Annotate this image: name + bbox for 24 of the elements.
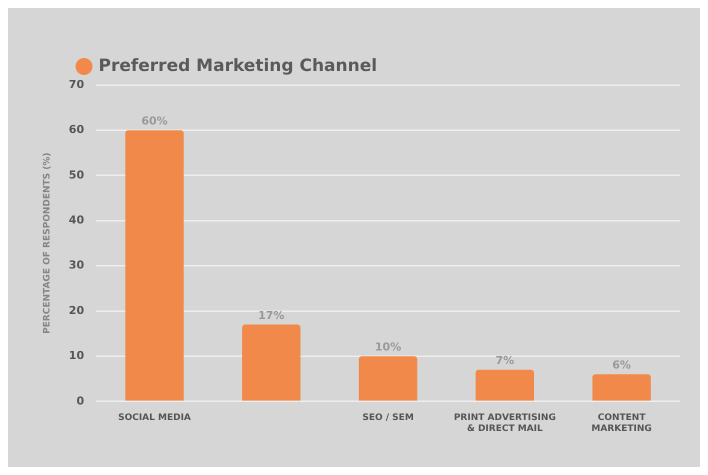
data-label: 60%	[141, 114, 168, 128]
y-tick-label: 70	[68, 78, 84, 91]
x-tick-label: SOCIAL MEDIA	[118, 413, 191, 424]
y-tick-label: 50	[68, 168, 84, 182]
y-tick-label: 0	[76, 394, 84, 408]
bar	[592, 374, 651, 401]
y-tick-label: 10	[68, 349, 84, 362]
y-tick-label: 20	[68, 304, 84, 317]
bar	[125, 130, 184, 401]
legend-label: Preferred Marketing Channel	[98, 56, 378, 76]
bar	[476, 370, 534, 401]
y-tick-label: 60	[68, 123, 84, 136]
y-tick-label: 30	[68, 258, 84, 272]
data-label: 10%	[374, 340, 402, 354]
y-axis-title: PERCENTAGE OF RESPONDENTS (%)	[42, 152, 53, 334]
x-tick-label: CONTENT MARKETING	[591, 413, 652, 434]
x-tick-label: PRINT ADVERTISING & DIRECT MAIL	[454, 413, 556, 434]
bar	[358, 356, 418, 401]
y-tick-label: 40	[68, 213, 84, 226]
x-tick-label: SEO / SEM	[362, 413, 414, 424]
bar	[242, 324, 300, 401]
data-label: 6%	[612, 358, 631, 372]
data-label: 17%	[258, 308, 284, 322]
data-label: 7%	[495, 354, 514, 368]
